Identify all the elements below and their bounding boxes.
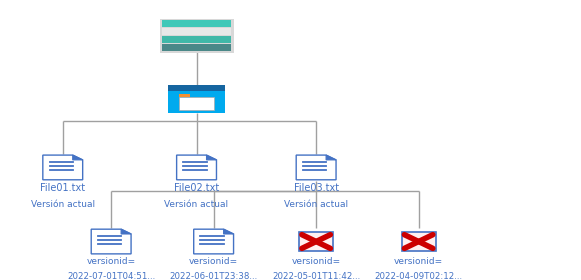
Text: Versión actual: Versión actual: [31, 200, 95, 209]
FancyBboxPatch shape: [163, 20, 231, 27]
Polygon shape: [206, 155, 217, 160]
FancyBboxPatch shape: [160, 18, 234, 53]
Text: File01.txt: File01.txt: [40, 183, 85, 193]
Text: 2022-04-09T02:12...: 2022-04-09T02:12...: [375, 272, 462, 280]
Text: File03.txt: File03.txt: [293, 183, 339, 193]
FancyBboxPatch shape: [180, 97, 214, 110]
Polygon shape: [43, 155, 83, 180]
FancyBboxPatch shape: [168, 91, 225, 113]
Text: 2022-07-01T04:51...: 2022-07-01T04:51...: [67, 272, 155, 280]
Text: versionid=: versionid=: [394, 257, 443, 267]
Text: versionid=: versionid=: [292, 257, 340, 267]
FancyBboxPatch shape: [401, 232, 436, 251]
Polygon shape: [296, 155, 336, 180]
Text: 2022-06-01T23:38...: 2022-06-01T23:38...: [170, 272, 258, 280]
Polygon shape: [224, 229, 234, 234]
FancyBboxPatch shape: [163, 36, 231, 43]
FancyBboxPatch shape: [299, 232, 333, 251]
Polygon shape: [326, 155, 336, 160]
Text: versionid=: versionid=: [189, 257, 238, 267]
Polygon shape: [193, 229, 234, 254]
Text: Versión actual: Versión actual: [164, 200, 228, 209]
FancyBboxPatch shape: [163, 28, 231, 35]
FancyBboxPatch shape: [180, 94, 191, 97]
Text: File02.txt: File02.txt: [174, 183, 219, 193]
FancyBboxPatch shape: [168, 85, 225, 91]
Text: versionid=: versionid=: [87, 257, 136, 267]
Polygon shape: [91, 229, 131, 254]
Polygon shape: [73, 155, 83, 160]
Text: 2022-05-01T11:42...: 2022-05-01T11:42...: [272, 272, 360, 280]
Text: Versión actual: Versión actual: [284, 200, 348, 209]
Polygon shape: [121, 229, 131, 234]
Polygon shape: [177, 155, 217, 180]
FancyBboxPatch shape: [163, 44, 231, 51]
